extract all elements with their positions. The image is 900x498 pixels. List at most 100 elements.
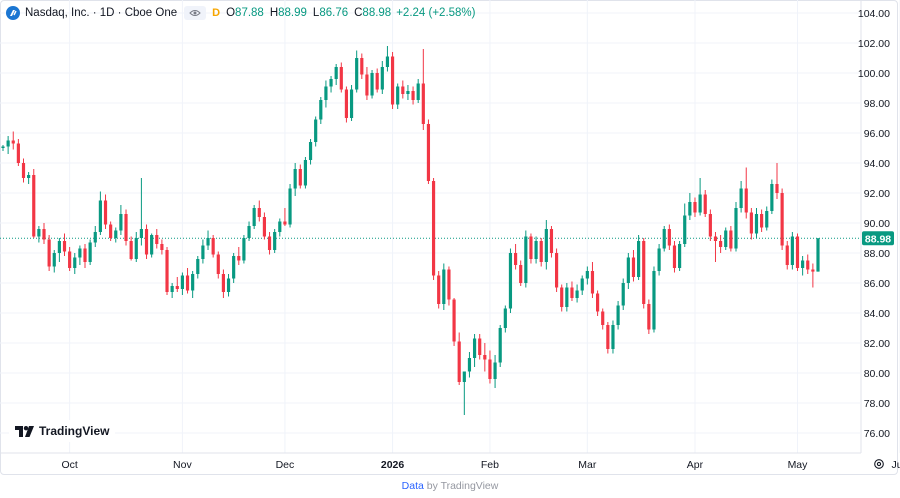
candle <box>390 52 395 109</box>
candle <box>585 266 589 285</box>
candle <box>57 238 61 262</box>
open-value: 87.88 <box>235 7 264 19</box>
candle-body <box>570 287 574 298</box>
candle <box>139 178 143 246</box>
candle <box>770 179 774 214</box>
candle-body <box>360 58 364 75</box>
candle-body <box>134 238 138 259</box>
candle-body <box>370 73 374 96</box>
candle <box>370 70 374 99</box>
time-axis[interactable]: Oct Nov Dec 2026 Feb Mar Apr May Jun <box>61 459 900 471</box>
candle <box>1 145 5 151</box>
candle-body <box>662 229 666 249</box>
candle-body <box>1 146 5 148</box>
candle-body <box>724 230 728 247</box>
tradingview-logo-icon <box>15 425 34 437</box>
high-value: 88.99 <box>278 7 307 19</box>
candle <box>232 253 236 283</box>
y-tick-label: 80.00 <box>864 368 890 380</box>
candle <box>73 253 77 274</box>
y-tick-label: 78.00 <box>864 398 890 410</box>
candle-body <box>498 328 502 363</box>
candlestick-chart[interactable]: 76.00 78.00 80.00 82.00 84.00 86.00 88.00 90.00… <box>0 0 900 476</box>
candle <box>252 205 256 229</box>
candle-body <box>32 175 36 237</box>
candle <box>442 263 446 310</box>
y-tick-label: 100.00 <box>858 68 890 80</box>
candle <box>606 322 610 354</box>
candle <box>344 86 349 123</box>
y-tick-label: 86.00 <box>864 278 890 290</box>
candle <box>529 233 533 264</box>
candle <box>729 226 733 252</box>
candle <box>308 139 313 165</box>
x-tick-label: May <box>788 459 809 471</box>
candle-body <box>319 100 323 120</box>
high-label: H <box>269 7 279 19</box>
candles <box>1 46 820 415</box>
candle-body <box>52 253 56 267</box>
candle <box>42 223 46 244</box>
candle <box>570 281 574 301</box>
tradingview-badge[interactable]: TradingView <box>9 420 116 442</box>
candle <box>267 232 272 255</box>
candle <box>27 172 31 184</box>
candle-body <box>667 229 671 246</box>
candle <box>134 232 138 262</box>
data-link[interactable]: Data <box>401 480 424 492</box>
candle <box>580 275 584 295</box>
candle-body <box>11 140 15 144</box>
candle-body <box>16 143 20 163</box>
candle <box>380 61 384 94</box>
candle <box>6 136 10 154</box>
candle-body <box>431 181 436 276</box>
candle-body <box>298 169 302 186</box>
candle-body <box>713 236 718 241</box>
candle-body <box>257 208 261 217</box>
candle <box>114 227 118 243</box>
candle <box>421 49 425 130</box>
candle-body <box>144 229 149 255</box>
candle <box>298 164 302 189</box>
candle-body <box>93 232 97 243</box>
candle <box>678 241 682 271</box>
candle <box>355 50 359 93</box>
candle-body <box>585 271 589 279</box>
candle <box>662 226 666 252</box>
last-price-text: 88.98 <box>865 233 891 245</box>
candle-body <box>21 163 26 178</box>
candle-body <box>155 235 159 244</box>
candle-body <box>73 257 77 268</box>
symbol-title[interactable]: Nasdaq, Inc. · 1D · Cboe One <box>25 7 178 19</box>
candle <box>185 268 190 294</box>
candle <box>765 206 769 231</box>
candle-body <box>247 226 251 238</box>
settings-gear-icon[interactable] <box>873 458 885 470</box>
candle-body <box>426 124 431 181</box>
candle <box>601 308 605 330</box>
candle-body <box>503 308 507 328</box>
candle <box>554 248 559 292</box>
candle-body <box>78 248 82 258</box>
candle-body <box>437 275 441 304</box>
price-axis[interactable]: 76.00 78.00 80.00 82.00 84.00 86.00 88.00 90.00… <box>858 8 890 440</box>
candle <box>247 221 251 241</box>
candle-body <box>237 256 241 261</box>
candle <box>196 256 200 279</box>
eye-icon[interactable] <box>184 6 207 20</box>
candle <box>724 227 728 250</box>
y-tick-label: 96.00 <box>864 128 890 140</box>
candle <box>416 79 420 103</box>
candle <box>78 245 82 265</box>
candle-body <box>339 67 343 90</box>
candle-body <box>790 236 794 265</box>
candle <box>21 158 26 183</box>
close-label: C <box>354 7 363 19</box>
candle <box>103 194 108 229</box>
candle <box>467 352 472 378</box>
candle <box>596 290 600 316</box>
candle <box>667 224 671 250</box>
nasdaq-logo-icon <box>6 6 20 20</box>
candle-body <box>303 160 308 186</box>
